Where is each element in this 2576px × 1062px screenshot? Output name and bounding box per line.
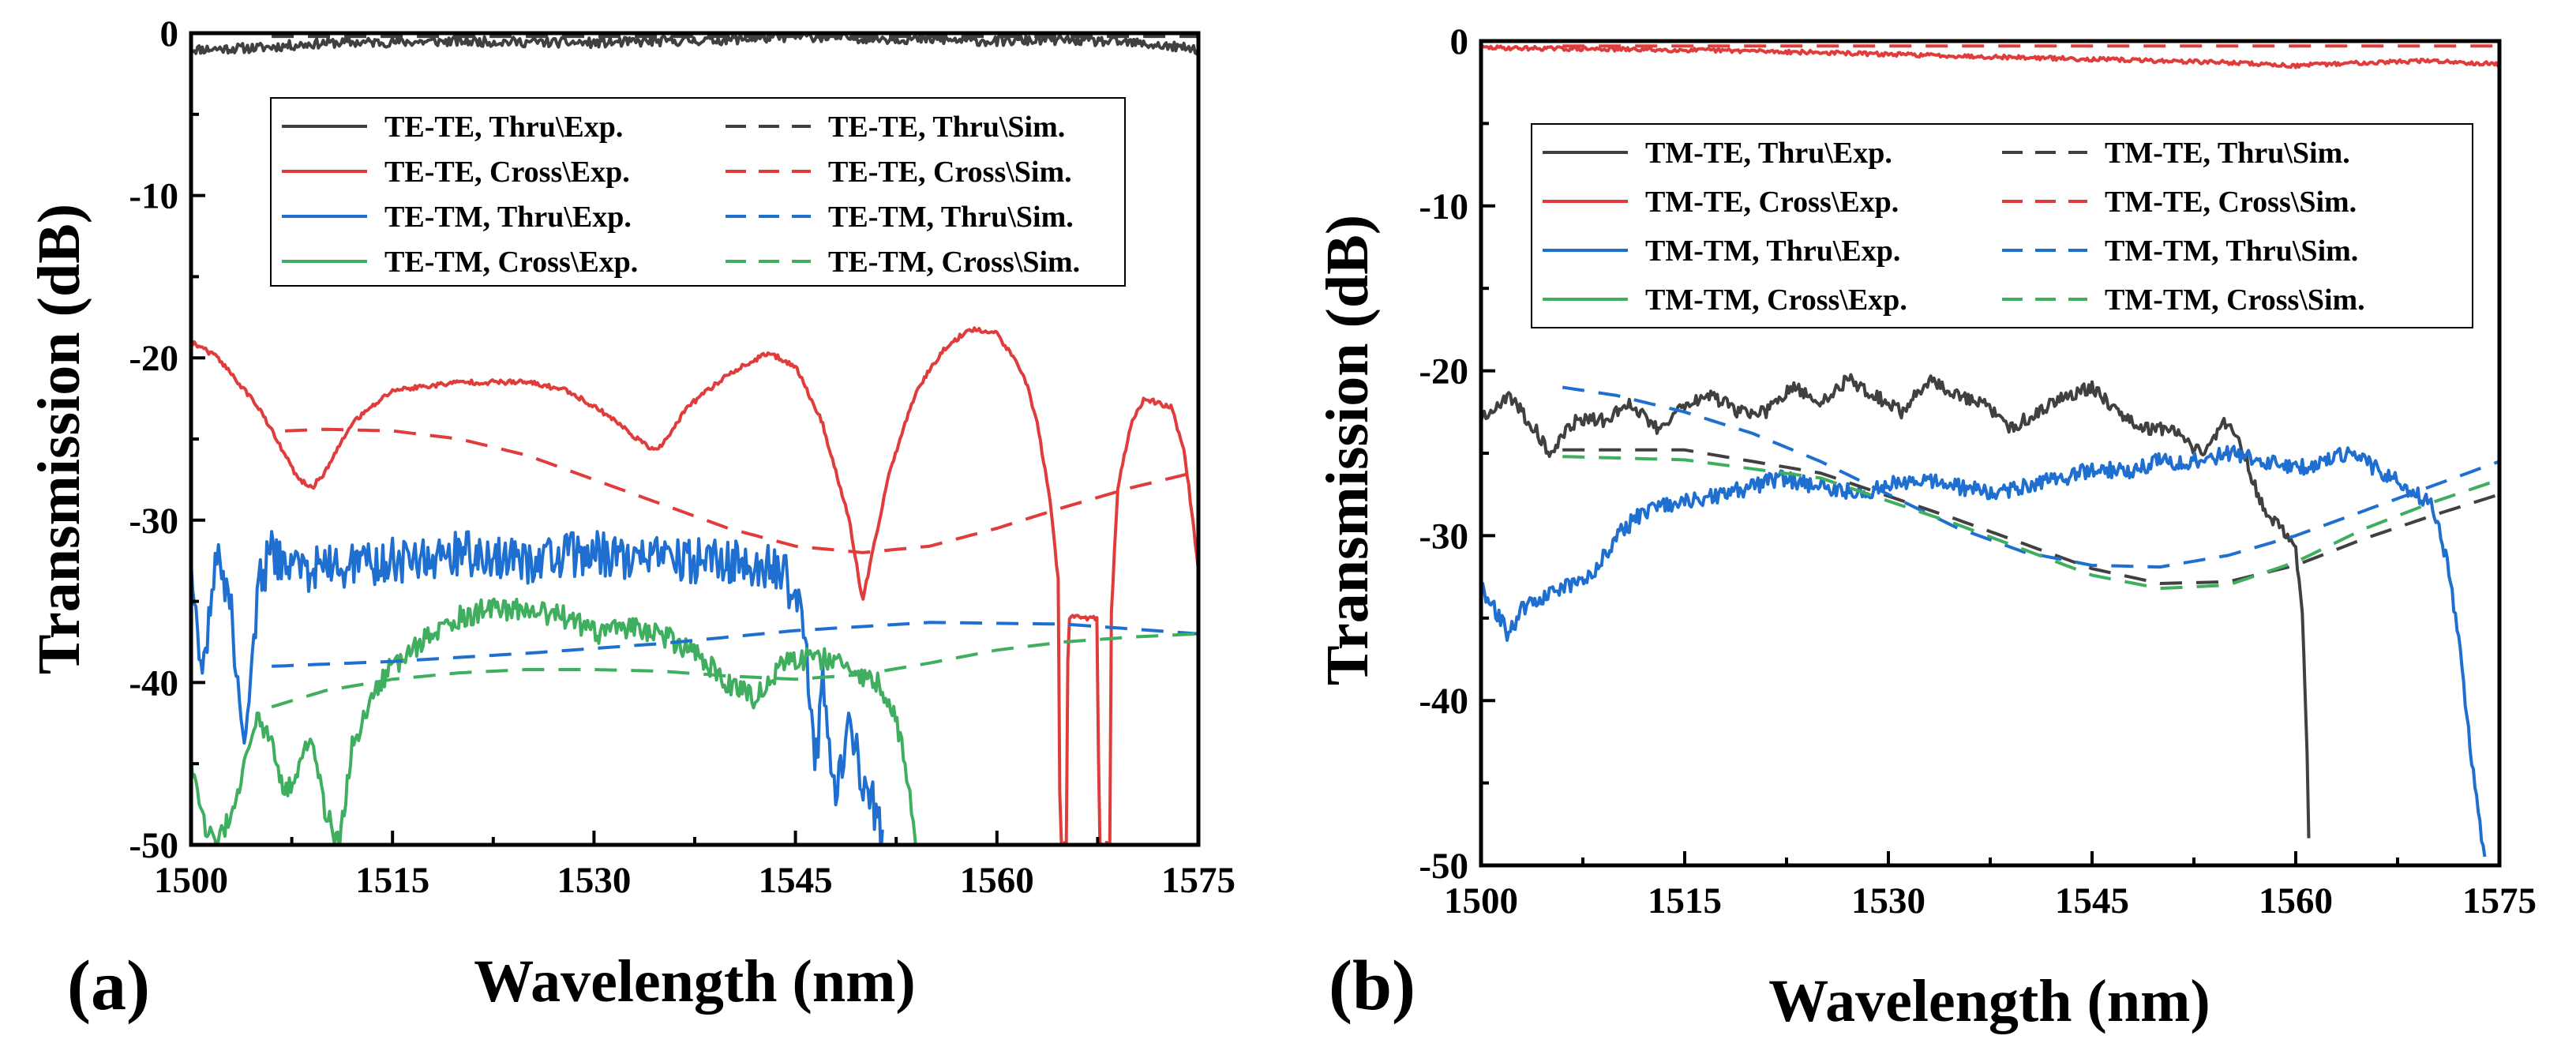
panel-a-x-axis-title: Wavelength (nm): [474, 948, 915, 1015]
panel-b-y-tick-label: 0: [1450, 21, 1469, 62]
panel-b-x-tick-label: 1575: [2462, 880, 2537, 921]
panel-a-legend-label: TE-TE, Thru\Exp.: [384, 111, 623, 144]
panel-a-x-tick-label: 1575: [1161, 860, 1236, 901]
panel-b-series-line: [1562, 385, 2499, 569]
panel-b-legend-label: TM-TE, Thru\Exp.: [1645, 137, 1892, 170]
panel-a-series-line: [272, 621, 1198, 668]
panel-a-legend-label: TE-TM, Thru\Exp.: [384, 201, 632, 234]
panel-b-x-tick-label: 1515: [1648, 880, 1722, 921]
panel-b-x-tick-label: 1560: [2259, 880, 2333, 921]
panel-a-x-tick-label: 1560: [960, 860, 1034, 901]
panel-b-y-axis-title: Transmission (dB): [1314, 215, 1381, 685]
panel-b-x-tick-label: 1545: [2055, 880, 2129, 921]
panel-a-x-tick-label: 1530: [557, 860, 631, 901]
panel-a-series-line: [285, 427, 1198, 554]
panel-a-series-line: [191, 326, 1198, 845]
panel-a-legend-label: TE-TM, Cross\Sim.: [828, 246, 1080, 279]
panel-a-legend-label: TE-TE, Cross\Sim.: [828, 156, 1072, 189]
panel-b-series-line: [1481, 373, 2311, 839]
panel-a-series-line: [271, 632, 1198, 709]
panel-b-legend-label: TM-TM, Thru\Sim.: [2105, 235, 2358, 268]
panel-a-legend-label: TE-TE, Thru\Sim.: [828, 111, 1065, 144]
panel-b-legend-label: TM-TM, Thru\Exp.: [1645, 235, 1900, 268]
panel-b-x-axis-title: Wavelength (nm): [1768, 968, 2210, 1034]
panel-b-label: (b): [1329, 947, 1415, 1025]
panel-b-y-tick-label: -40: [1419, 681, 1468, 722]
panel-a-x-tick-label: 1500: [154, 860, 228, 901]
panel-a-series-line: [191, 597, 917, 845]
panel-b-series-line: [1481, 445, 2487, 857]
panel-b-plot-frame: [1479, 39, 2502, 868]
panel-b-y-tick-label: -30: [1419, 516, 1468, 557]
panel-a-y-tick-label: -10: [129, 176, 178, 217]
panel-a-y-tick-label: 0: [160, 13, 179, 54]
panel-a-legend-label: TE-TE, Cross\Exp.: [384, 156, 630, 189]
panel-a-x-tick-label: 1515: [355, 860, 429, 901]
panel-a-legend-label: TE-TM, Thru\Sim.: [828, 201, 1074, 234]
panel-b-y-tick-label: -10: [1419, 186, 1468, 227]
panel-b-legend-label: TM-TM, Cross\Sim.: [2105, 283, 2365, 317]
panel-a-chart: 1500 1515 1530 1545 1560 1575 0 -10 -20 -30 -40 -50…: [26, 13, 1236, 1025]
panel-a-y-axis-title: Transmission (dB): [26, 204, 92, 674]
panel-b-legend-label: TM-TE, Cross\Exp.: [1645, 186, 1899, 219]
panel-a-label: (a): [67, 947, 150, 1025]
panel-b-x-tick-label: 1500: [1444, 880, 1518, 921]
panel-a-y-tick-label: -50: [129, 825, 178, 866]
panel-b-chart: 1500 1515 1530 1545 1560 1575 0 -10 -20 -30 -40 -50…: [1314, 21, 2537, 1034]
panel-a-y-tick-label: -20: [129, 338, 178, 379]
panel-b-series-line: [1562, 448, 2499, 585]
panel-a-series-line: [191, 33, 1198, 56]
panel-a-plot-frame: [189, 31, 1201, 847]
panel-a-x-tick-label: 1545: [759, 860, 833, 901]
panel-b-legend: [1531, 123, 2473, 328]
panel-b-y-tick-label: -20: [1419, 351, 1468, 392]
panel-a-legend-label: TE-TM, Cross\Exp.: [384, 246, 638, 279]
panel-b-series-line: [1562, 455, 2499, 591]
panel-b-y-tick-label: -50: [1419, 846, 1468, 887]
panel-b-legend-label: TM-TE, Thru\Sim.: [2105, 137, 2350, 170]
panel-b-legend-label: TM-TE, Cross\Sim.: [2105, 186, 2357, 219]
panel-b-legend-label: TM-TM, Cross\Exp.: [1645, 283, 1907, 317]
panel-a-legend: [270, 97, 1126, 287]
panel-b-series-line: [1481, 44, 2499, 69]
panel-b-x-tick-label: 1530: [1851, 880, 1925, 921]
panel-a-y-tick-label: -40: [129, 662, 178, 704]
panel-a-series-line: [191, 530, 884, 845]
panel-a-y-tick-label: -30: [129, 501, 178, 542]
